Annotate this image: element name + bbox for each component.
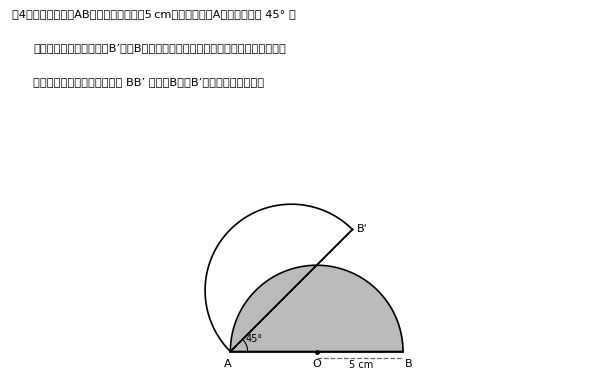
Text: B: B — [405, 359, 413, 369]
Text: えなさい。ただし、曲線 BB’ は、点Bが点B’まで通った線です。: えなさい。ただし、曲線 BB’ は、点Bが点B’まで通った線です。 — [33, 77, 265, 87]
Text: （4）　下の図は、ABを直径とする半径5 cmの半円を、点Aを中心にして 45° 回: （4） 下の図は、ABを直径とする半径5 cmの半円を、点Aを中心にして 45°… — [12, 9, 296, 20]
Text: 5 cm: 5 cm — [350, 360, 374, 370]
Polygon shape — [230, 265, 403, 352]
Polygon shape — [205, 204, 378, 352]
Text: 転させたもので、点B’は点Bが移動した点です。色のついた部分の面積を答: 転させたもので、点B’は点Bが移動した点です。色のついた部分の面積を答 — [33, 43, 286, 53]
Text: 45°: 45° — [245, 334, 262, 344]
Polygon shape — [205, 204, 352, 352]
Text: B': B' — [357, 224, 367, 233]
Text: A: A — [224, 359, 231, 369]
Text: O: O — [312, 359, 321, 369]
